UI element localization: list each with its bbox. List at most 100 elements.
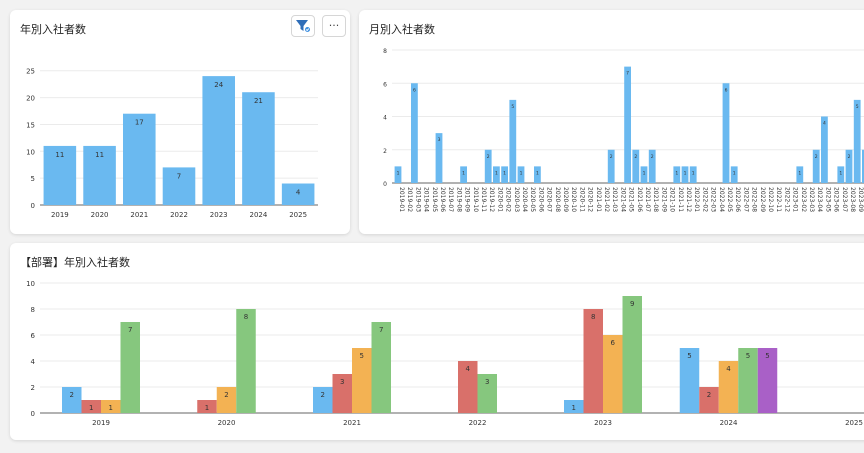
bar <box>640 166 648 183</box>
bar <box>812 149 820 183</box>
y-tick-label: 6 <box>383 81 387 88</box>
y-tick-label: 2 <box>31 384 35 392</box>
bar <box>197 400 217 413</box>
bar-data-label: 11 <box>55 151 64 159</box>
bar-data-label: 1 <box>643 170 646 176</box>
bar <box>236 309 256 413</box>
x-tick-label: 2022-10 <box>767 187 774 212</box>
y-tick-label: 0 <box>383 181 387 188</box>
y-tick-label: 10 <box>26 148 35 156</box>
bar-data-label: 2 <box>321 391 325 399</box>
y-tick-label: 10 <box>26 280 35 288</box>
x-tick-label: 2019-06 <box>439 187 446 212</box>
x-tick-label: 2019-02 <box>406 187 413 212</box>
x-tick-label: 2019-12 <box>488 187 495 212</box>
bar <box>281 183 315 205</box>
x-tick-label: 2020-09 <box>562 187 569 212</box>
bar-data-label: 1 <box>109 404 113 412</box>
x-tick-label: 2020-11 <box>578 187 585 212</box>
y-tick-label: 2 <box>383 148 387 155</box>
bar-data-label: 7 <box>379 326 383 334</box>
bar <box>837 166 845 183</box>
x-tick-label: 2022 <box>170 211 188 219</box>
x-tick-label: 2022-07 <box>742 187 749 212</box>
x-tick-label: 2021-01 <box>595 187 602 212</box>
x-tick-label: 2019-03 <box>414 187 421 212</box>
bar <box>101 400 121 413</box>
bar <box>853 99 861 183</box>
bar-data-label: 2 <box>487 154 490 160</box>
x-tick-label: 2022-11 <box>775 187 782 212</box>
bar-data-label: 5 <box>746 352 750 360</box>
monthly-hires-card: 月別入社者数 0 2 4 6 8 1 2019-01 2019-02 6 2019-03 2019-… <box>359 10 864 234</box>
x-tick-label: 2023-02 <box>800 187 807 212</box>
bar-data-label: 1 <box>692 170 695 176</box>
x-tick-label: 2021-12 <box>685 187 692 212</box>
bar <box>607 149 615 183</box>
bar <box>460 166 467 183</box>
x-tick-label: 2023-09 <box>857 187 864 212</box>
y-tick-label: 4 <box>383 115 387 122</box>
bar-data-label: 1 <box>520 170 523 176</box>
bar <box>313 387 333 413</box>
bar <box>796 166 804 183</box>
bar-data-label: 24 <box>214 81 223 89</box>
x-tick-label: 2020 <box>218 419 236 427</box>
bar-data-label: 6 <box>413 87 416 93</box>
x-tick-label: 2021-07 <box>644 187 651 212</box>
bar-data-label: 2 <box>848 154 851 160</box>
x-tick-label: 2022 <box>469 419 487 427</box>
x-tick-label: 2020-07 <box>546 187 553 212</box>
bar-data-label: 7 <box>177 172 181 180</box>
bar <box>730 166 738 183</box>
x-tick-label: 2019-10 <box>472 187 479 212</box>
filter-button[interactable] <box>291 15 315 37</box>
bar-data-label: 8 <box>244 313 248 321</box>
x-tick-label: 2025 <box>289 211 307 219</box>
bar <box>845 149 853 183</box>
x-tick-label: 2020-10 <box>570 187 577 212</box>
x-tick-label: 2020-01 <box>496 187 503 212</box>
x-tick-label: 2024 <box>720 419 738 427</box>
bar-data-label: 9 <box>630 300 634 308</box>
x-tick-label: 2019 <box>51 211 69 219</box>
bar-data-label: 2 <box>651 154 654 160</box>
bar <box>484 149 492 183</box>
bar <box>564 400 584 413</box>
bar <box>689 166 697 183</box>
bar <box>216 387 237 413</box>
x-tick-label: 2024 <box>250 211 268 219</box>
bar-data-label: 17 <box>135 119 144 127</box>
bar <box>493 166 500 183</box>
x-tick-label: 2021 <box>343 419 361 427</box>
bar <box>83 145 116 205</box>
y-tick-label: 6 <box>31 332 36 340</box>
bar-data-label: 4 <box>466 365 471 373</box>
bar <box>43 145 77 205</box>
x-tick-label: 2021-08 <box>652 187 659 212</box>
bar <box>517 166 525 183</box>
y-tick-label: 5 <box>31 175 35 183</box>
more-options-button[interactable]: ··· <box>322 15 346 37</box>
x-tick-label: 2021-02 <box>603 187 610 212</box>
bar-data-label: 4 <box>296 189 301 197</box>
bar-data-label: 1 <box>205 404 209 412</box>
bar-data-label: 7 <box>626 71 629 77</box>
bar-data-label: 1 <box>684 170 687 176</box>
x-tick-label: 2020-02 <box>505 187 512 212</box>
bar <box>120 322 140 413</box>
bar <box>603 335 623 413</box>
bar <box>648 149 656 183</box>
y-tick-label: 4 <box>31 358 36 366</box>
y-tick-label: 15 <box>26 121 35 129</box>
x-tick-label: 2021-03 <box>611 187 618 212</box>
x-tick-label: 2019-01 <box>398 187 405 212</box>
x-tick-label: 2019-09 <box>464 187 471 212</box>
bar-data-label: 3 <box>438 137 441 143</box>
x-tick-label: 2021-09 <box>660 187 667 212</box>
bar-data-label: 1 <box>675 170 678 176</box>
x-tick-label: 2023-04 <box>816 187 823 212</box>
bar-data-label: 3 <box>485 378 489 386</box>
x-tick-label: 2023 <box>594 419 612 427</box>
y-tick-label: 25 <box>26 68 35 76</box>
